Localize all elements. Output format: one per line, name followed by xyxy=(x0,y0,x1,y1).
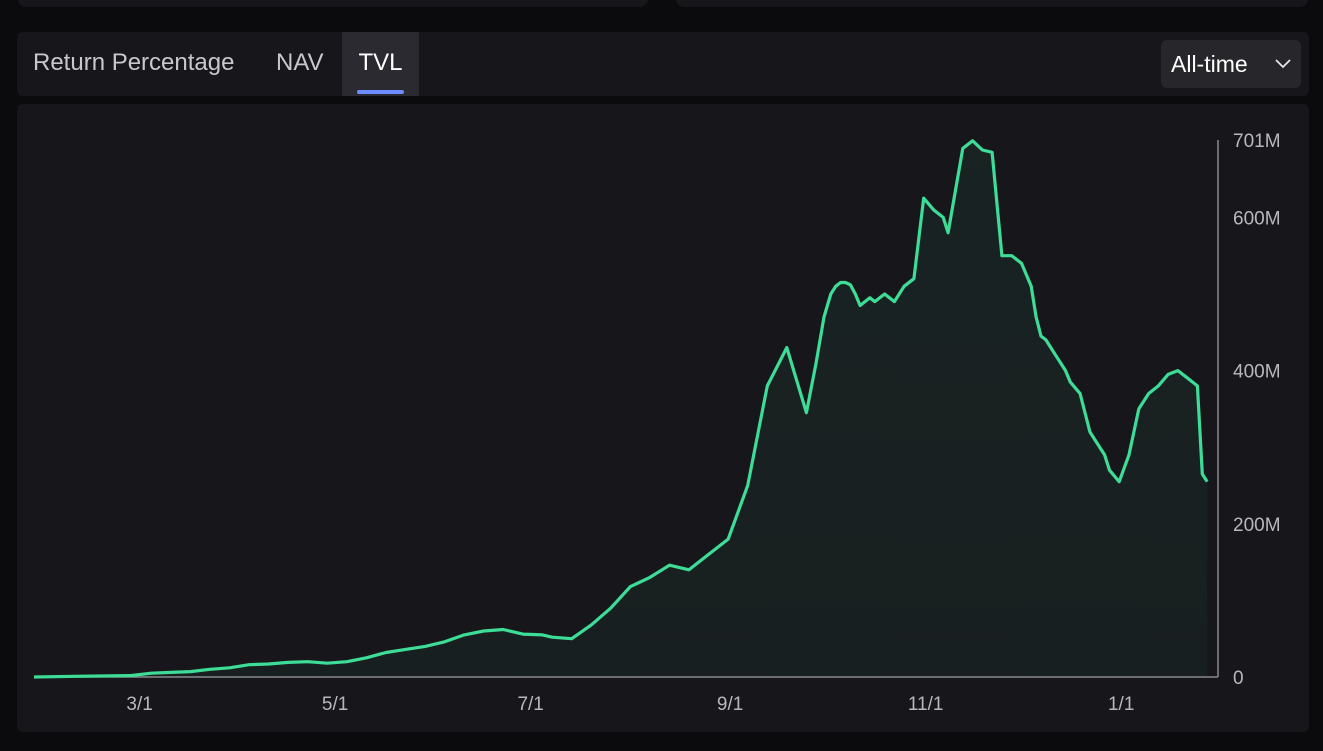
x-tick-label: 9/1 xyxy=(717,694,743,715)
x-tick-label: 1/1 xyxy=(1108,694,1134,715)
tab-nav[interactable]: NAV xyxy=(276,49,324,76)
tab-tvl-label: TVL xyxy=(358,49,403,76)
y-tick-label: 0 xyxy=(1233,668,1244,689)
tvl-series-line xyxy=(33,139,1209,679)
tab-return-percentage[interactable]: Return Percentage xyxy=(33,49,235,76)
y-tick-label: 200M xyxy=(1233,515,1281,536)
tvl-chart: 0 200M 400M 600M 701M 3/1 5/1 7/1 9/1 11/1 1/1 xyxy=(17,104,1309,732)
tvl-area xyxy=(34,140,1208,678)
tab-tvl[interactable]: TVL xyxy=(342,32,419,96)
active-tab-indicator xyxy=(357,90,404,94)
tvl-chart-svg: 0 200M 400M 600M 701M 3/1 5/1 7/1 9/1 11/1 1/1 xyxy=(33,131,1281,715)
time-range-label: All-time xyxy=(1171,51,1248,77)
y-tick-label: 701M xyxy=(1233,131,1281,152)
top-card-right xyxy=(676,0,1308,7)
time-range-dropdown[interactable]: All-time xyxy=(1161,40,1301,88)
y-tick-label: 600M xyxy=(1233,208,1281,229)
x-tick-label: 3/1 xyxy=(126,694,152,715)
chevron-down-icon xyxy=(1275,59,1291,69)
x-tick-label: 5/1 xyxy=(322,694,348,715)
x-tick-label: 7/1 xyxy=(517,694,543,715)
chart-tab-bar: Return Percentage NAV TVL All-time xyxy=(17,32,1309,96)
top-card-left xyxy=(18,0,648,7)
x-tick-label: 11/1 xyxy=(908,694,944,715)
y-tick-label: 400M xyxy=(1233,362,1281,383)
